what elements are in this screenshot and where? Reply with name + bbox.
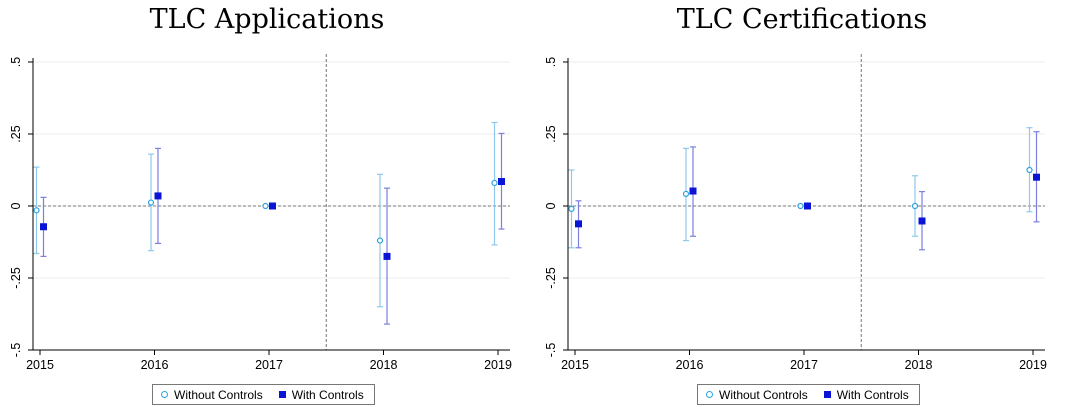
y-tick-label: -.5 (9, 343, 23, 358)
data-point-with-controls (383, 252, 391, 260)
filled-square-marker-icon (278, 391, 286, 398)
chart-title: TLC Certifications (676, 4, 928, 35)
chart-panel-certifications: TLC Certifications -.5 -.25 0 .25 .5 2015 2016… (535, 0, 1069, 407)
chart-panel-applications: TLC Applications -.5 -.25 0 .25 .5 2015 2016 20… (0, 0, 534, 407)
data-point-with-controls (40, 223, 47, 231)
y-tick-label: -.25 (9, 267, 23, 289)
data-point-with-controls (498, 178, 505, 186)
data-point-without-controls (682, 190, 690, 198)
y-tick-label: .5 (9, 57, 23, 67)
legend-label: With Controls (291, 387, 364, 402)
x-tick-label: 2018 (905, 358, 933, 372)
data-point-with-controls (269, 202, 276, 210)
hollow-circle-marker-icon (706, 391, 713, 398)
y-tick-label: .25 (544, 125, 558, 142)
x-tick-label: 2019 (484, 358, 512, 372)
data-point-without-controls (33, 207, 40, 214)
y-tick-label: .5 (544, 57, 558, 67)
x-tick-label: 2016 (141, 358, 169, 372)
data-point-without-controls (262, 202, 269, 210)
plot-area: -.5 -.25 0 .25 .5 2015 2016 2017 2018 2019 (9, 54, 512, 372)
legend-label: With Controls (836, 387, 909, 402)
legend-label: Without Controls (174, 387, 263, 402)
plot-area: -.5 -.25 0 .25 .5 2015 2016 2017 2018 2019 (544, 54, 1047, 372)
x-tick-label: 2015 (561, 358, 589, 372)
data-point-without-controls (797, 202, 804, 210)
x-tick-label: 2018 (370, 358, 398, 372)
data-point-without-controls (1026, 166, 1033, 174)
x-tick-label: 2017 (790, 358, 818, 372)
data-point-without-controls (147, 199, 155, 206)
legend-item-without-controls: Without Controls (706, 388, 808, 402)
filled-square-marker-icon (823, 391, 831, 398)
data-point-with-controls (689, 187, 697, 195)
legend-label: Without Controls (719, 387, 808, 402)
data-point-without-controls (376, 237, 384, 244)
legend-item-with-controls: With Controls (823, 387, 909, 402)
x-tick-label: 2019 (1019, 358, 1047, 372)
legend-item-without-controls: Without Controls (161, 388, 263, 402)
y-tick-label: .25 (9, 125, 23, 142)
legend: Without Controls With Controls (152, 384, 375, 405)
legend: Without Controls With Controls (697, 384, 920, 405)
chart-title: TLC Applications (149, 4, 385, 35)
x-tick-label: 2015 (26, 358, 54, 372)
data-point-with-controls (804, 202, 811, 210)
y-tick-label: 0 (9, 202, 23, 209)
legend-item-with-controls: With Controls (278, 387, 364, 402)
data-point-without-controls (491, 179, 498, 187)
x-tick-label: 2017 (255, 358, 283, 372)
x-tick-label: 2016 (676, 358, 704, 372)
data-point-with-controls (575, 220, 582, 228)
data-point-with-controls (918, 217, 926, 225)
y-tick-label: -.25 (544, 267, 558, 289)
hollow-circle-marker-icon (161, 391, 168, 398)
data-point-without-controls (568, 205, 575, 212)
y-tick-label: 0 (544, 202, 558, 209)
data-point-without-controls (911, 202, 919, 210)
data-point-with-controls (1033, 173, 1040, 181)
y-tick-label: -.5 (544, 343, 558, 358)
data-point-with-controls (154, 192, 162, 200)
